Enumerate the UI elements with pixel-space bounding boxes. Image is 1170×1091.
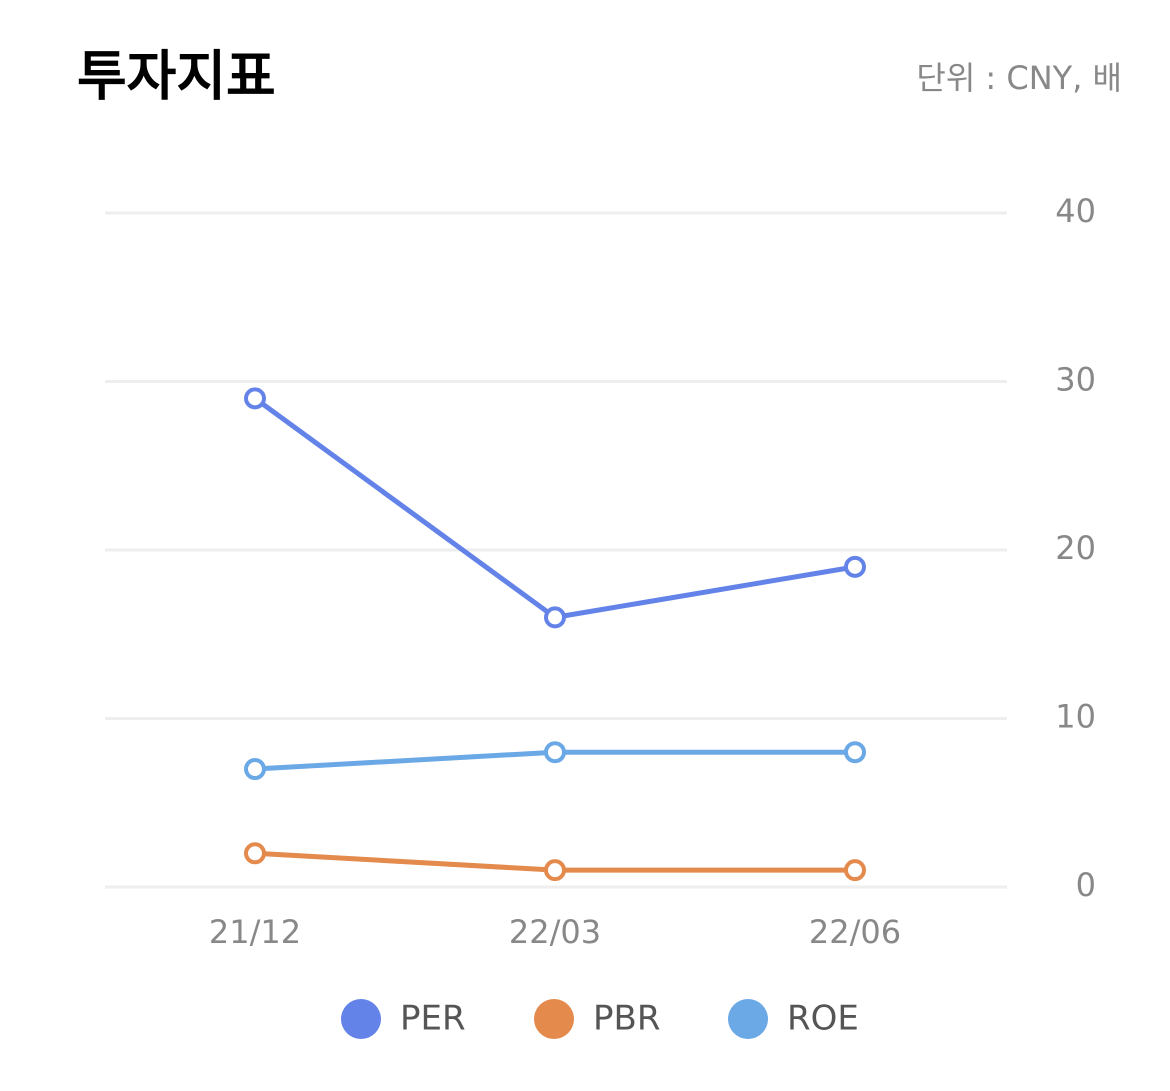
data-point	[844, 741, 866, 764]
x-tick-label: 22/06	[809, 913, 901, 951]
chart-title: 투자지표	[77, 45, 276, 108]
data-point	[244, 842, 266, 865]
data-point	[544, 859, 566, 882]
x-tick-label: 21/12	[209, 913, 301, 951]
legend-marker	[534, 999, 574, 1039]
y-tick-label: 20	[1055, 529, 1096, 567]
y-tick-label: 0	[1076, 866, 1096, 904]
data-point	[544, 606, 566, 629]
x-tick-label: 22/03	[509, 913, 601, 951]
y-tick-label: 30	[1055, 361, 1096, 399]
data-point	[244, 387, 266, 410]
data-point	[544, 741, 566, 764]
data-point	[844, 555, 866, 578]
chart-subtitle: 단위 : CNY, 배	[916, 59, 1122, 97]
y-tick-label: 10	[1055, 698, 1096, 736]
data-point	[844, 859, 866, 882]
legend-label: ROE	[787, 999, 859, 1039]
y-tick-label: 40	[1055, 192, 1096, 230]
series-line	[253, 396, 856, 620]
legend-label: PER	[400, 999, 466, 1039]
legend-marker	[728, 999, 768, 1039]
legend-marker	[341, 999, 381, 1039]
legend-label: PBR	[593, 999, 660, 1039]
data-point	[244, 758, 266, 781]
